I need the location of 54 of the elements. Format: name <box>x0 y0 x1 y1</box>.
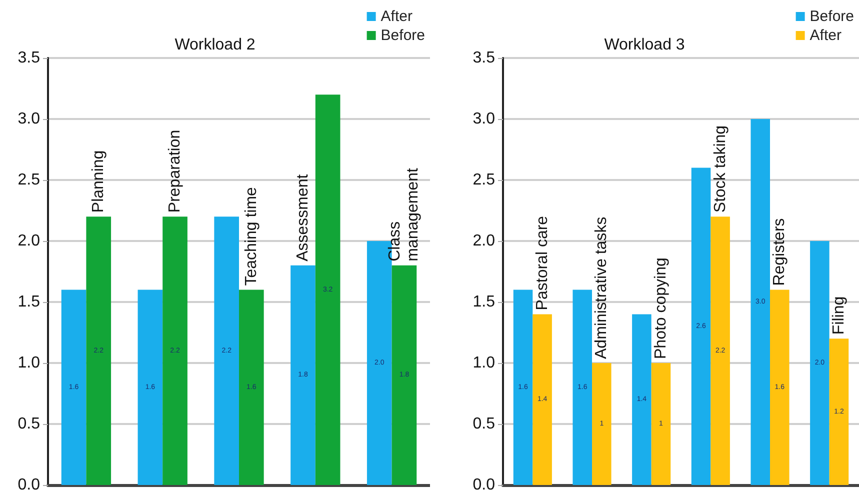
category-label: Planning <box>90 150 108 213</box>
text: 1.5 <box>18 294 40 310</box>
category-label: Registers <box>771 218 788 286</box>
bar <box>572 290 592 485</box>
text: 2.5 <box>18 172 40 188</box>
bar <box>138 290 163 485</box>
bar <box>513 290 533 485</box>
bar <box>290 265 316 485</box>
bar <box>750 119 770 485</box>
category-label: Pastoral care <box>534 216 551 310</box>
bar <box>315 94 340 485</box>
text: 2.5 <box>472 172 495 188</box>
bar <box>691 168 711 485</box>
bar <box>810 241 830 485</box>
legend-label: After <box>380 8 412 25</box>
legend-label: Before <box>380 27 426 44</box>
text: 1.5 <box>472 294 495 310</box>
bar <box>392 265 417 485</box>
text: 1.0 <box>18 354 40 372</box>
bar <box>651 363 671 485</box>
category-label: Class management <box>386 168 422 262</box>
text: 2.0 <box>18 232 40 250</box>
category-label: Teaching time <box>242 187 260 286</box>
bar <box>86 216 112 485</box>
category-label: Assessment <box>294 174 312 262</box>
bar <box>239 290 264 485</box>
category-label: Filing <box>830 296 848 335</box>
category-label: Administrative tasks <box>593 216 610 359</box>
bar <box>710 216 730 485</box>
bar <box>592 363 612 485</box>
category-label: Stock taking <box>712 125 729 213</box>
text: 3.0 <box>18 110 40 128</box>
chart-title: Workload 3 <box>604 36 685 54</box>
text: 0.5 <box>472 416 495 432</box>
bar <box>214 216 239 485</box>
text: 1.0 <box>472 354 495 372</box>
bar <box>532 314 552 485</box>
bar <box>829 338 849 485</box>
category-label: Photo copying <box>652 258 670 359</box>
text: 3.0 <box>472 110 495 128</box>
bar <box>61 290 86 485</box>
legend-label: After <box>810 27 842 44</box>
chart-title: Workload 2 <box>174 36 256 54</box>
text: 3.5 <box>472 50 495 66</box>
bar <box>770 290 790 485</box>
bar <box>632 314 652 485</box>
legend-label: Before <box>810 8 854 25</box>
text: 0.0 <box>472 476 495 493</box>
bar <box>162 216 188 485</box>
category-label: Preparation <box>166 130 184 213</box>
text: 0.0 <box>18 476 40 493</box>
text: 2.0 <box>472 232 495 250</box>
text: 0.5 <box>18 416 40 432</box>
text: 3.5 <box>18 50 40 66</box>
